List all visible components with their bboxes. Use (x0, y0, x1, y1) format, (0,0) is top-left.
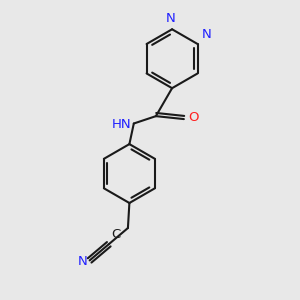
Text: O: O (188, 111, 199, 124)
Text: C: C (111, 228, 120, 241)
Text: N: N (202, 28, 212, 41)
Text: N: N (77, 254, 87, 268)
Text: N: N (166, 12, 176, 25)
Text: HN: HN (112, 118, 131, 131)
